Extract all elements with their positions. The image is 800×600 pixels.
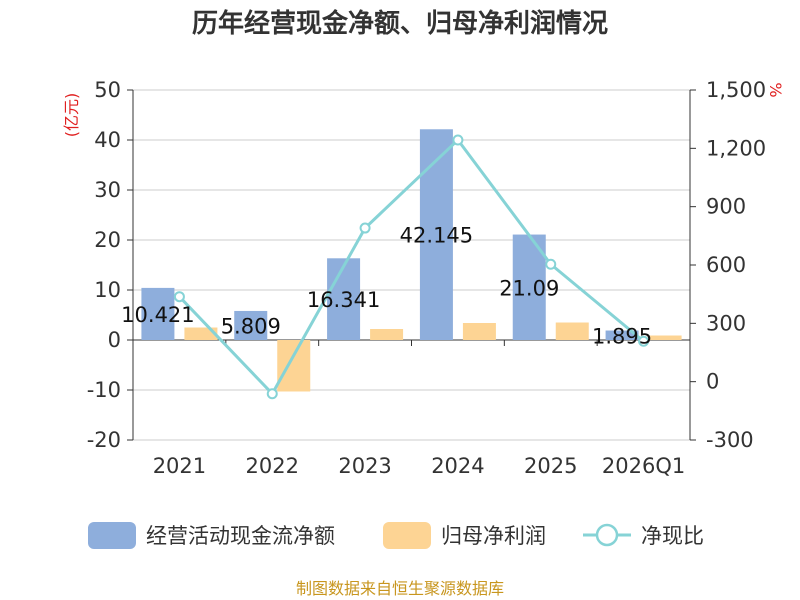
source-note: 制图数据来自恒生聚源数据库 xyxy=(296,579,504,598)
category-label: 2022 xyxy=(246,454,299,478)
legend: 经营活动现金流净额 归母净利润 净现比 xyxy=(88,522,704,549)
ratio-point xyxy=(545,258,557,270)
left-axis-unit: (亿元) xyxy=(62,93,81,138)
cashflow-bar xyxy=(419,129,453,340)
left-tick-label: 50 xyxy=(94,78,121,102)
axes: -20 -10 0 10 20 30 40 50 -300 0 300 600 900 1,200 1,50… xyxy=(87,78,766,478)
left-tick-label: -10 xyxy=(87,378,121,402)
ratio-point xyxy=(452,134,464,146)
net-profit-bar xyxy=(277,340,311,392)
category-label: 2021 xyxy=(153,454,206,478)
category-label: 2024 xyxy=(431,454,484,478)
legend-label-ratio: 净现比 xyxy=(641,524,704,548)
cashflow-data-label: 10.421 xyxy=(121,303,194,327)
right-tick-label: 0 xyxy=(706,370,719,394)
cashflow-bar xyxy=(605,330,639,340)
gridlines xyxy=(133,89,690,441)
cashflow-bar xyxy=(141,287,175,340)
bars xyxy=(141,129,682,392)
cashflow-bar xyxy=(234,310,268,340)
left-tick-label: 40 xyxy=(94,128,121,152)
chart-title: 历年经营现金净额、归母净利润情况 xyxy=(192,8,608,39)
ratio-point xyxy=(173,291,185,303)
right-tick-label: 1,500 xyxy=(706,78,766,102)
data-labels: 10.421 5.809 16.341 42.145 21.09 1.895 xyxy=(121,224,652,349)
category-label: 2023 xyxy=(338,454,391,478)
ratio-line-path xyxy=(178,137,645,397)
right-tick-label: 900 xyxy=(706,195,746,219)
net-profit-bar xyxy=(462,323,496,340)
ratio-point xyxy=(266,388,278,400)
cashflow-data-label: 1.895 xyxy=(592,324,652,348)
category-label: 2026Q1 xyxy=(602,454,685,478)
net-profit-bar xyxy=(555,322,589,340)
right-tick-label: 300 xyxy=(706,311,746,335)
right-axis-unit: % xyxy=(766,82,785,97)
cashflow-data-label: 16.341 xyxy=(307,288,380,312)
legend-label-net-profit: 归母净利润 xyxy=(441,524,546,548)
ratio-point xyxy=(638,335,650,347)
left-tick-label: 10 xyxy=(94,278,121,302)
net-profit-bar xyxy=(648,335,682,340)
right-tick-label: 1,200 xyxy=(706,136,766,160)
cashflow-data-label: 5.809 xyxy=(221,314,281,338)
category-label: 2025 xyxy=(524,454,577,478)
legend-swatch-ratio-marker xyxy=(595,523,619,547)
net-profit-bar xyxy=(370,329,404,340)
right-tick-label: -300 xyxy=(706,428,754,452)
legend-swatch-cashflow xyxy=(88,522,136,549)
cashflow-data-label: 21.09 xyxy=(499,276,559,300)
legend-label-cashflow: 经营活动现金流净额 xyxy=(146,524,335,548)
left-tick-label: 20 xyxy=(94,228,121,252)
left-tick-label: -20 xyxy=(87,428,121,452)
ratio-line xyxy=(173,134,650,400)
left-tick-label: 0 xyxy=(108,328,121,352)
cashflow-data-label: 42.145 xyxy=(400,224,473,248)
right-tick-label: 600 xyxy=(706,253,746,277)
legend-swatch-net-profit xyxy=(383,522,431,549)
left-tick-label: 30 xyxy=(94,178,121,202)
net-profit-bar xyxy=(184,327,218,340)
cashflow-bar xyxy=(327,258,361,340)
ratio-point xyxy=(359,222,371,234)
